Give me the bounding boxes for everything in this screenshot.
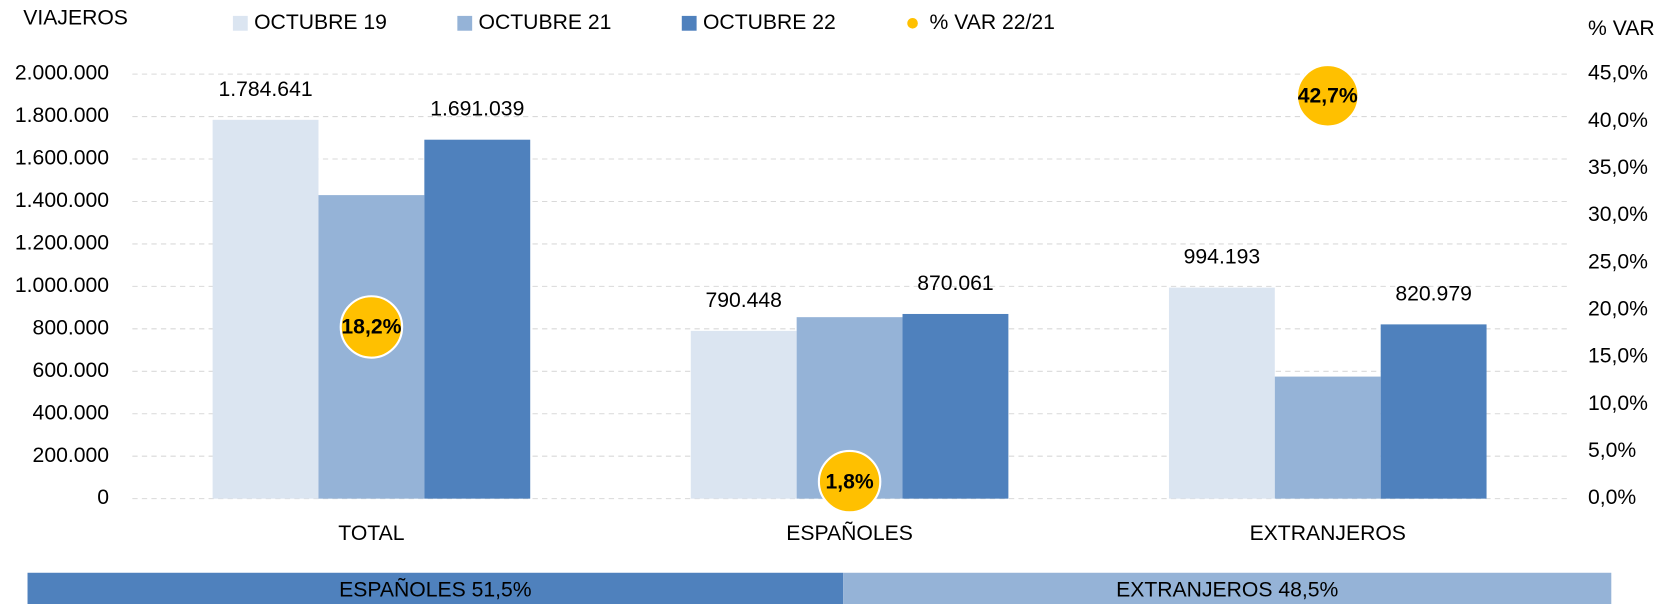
- share-label: EXTRANJEROS 48,5%: [1116, 578, 1338, 601]
- data-label: 1.691.039: [430, 98, 524, 121]
- var-label: 1,8%: [825, 470, 873, 493]
- x-tick-label: TOTAL: [338, 522, 404, 545]
- y-tick-label: 1.800.000: [15, 104, 109, 127]
- legend-marker: [232, 15, 248, 31]
- y-tick-label: 2.000.000: [15, 62, 109, 85]
- y-tick-label: 1.400.000: [15, 189, 109, 212]
- legend-label: OCTUBRE 19: [254, 11, 387, 34]
- data-label: 790.448: [705, 289, 781, 312]
- y-tick-label: 200.000: [33, 444, 109, 467]
- legend-label: OCTUBRE 21: [479, 11, 612, 34]
- var-bubble: [339, 295, 404, 359]
- y2-tick-label: 20,0%: [1588, 298, 1648, 321]
- share-segment: [27, 572, 844, 604]
- var-bubble: [817, 449, 882, 514]
- y2-tick-label: 25,0%: [1588, 250, 1648, 273]
- legend-marker: [907, 18, 918, 29]
- y2-tick-label: 45,0%: [1588, 62, 1648, 85]
- bar: [1168, 287, 1275, 499]
- y2-tick-label: 40,0%: [1588, 109, 1648, 132]
- legend-marker: [457, 15, 473, 31]
- legend-label: OCTUBRE 22: [703, 11, 836, 34]
- share-label: ESPAÑOLES 51,5%: [339, 576, 532, 601]
- data-label: 870.061: [917, 272, 993, 295]
- y2-tick-label: 15,0%: [1588, 345, 1648, 368]
- y-tick-label: 1.200.000: [15, 232, 109, 255]
- bar: [212, 119, 319, 499]
- bar: [424, 139, 531, 499]
- y-tick-label: 0: [97, 486, 109, 509]
- y2-tick-label: 35,0%: [1588, 156, 1648, 179]
- legend-marker: [681, 15, 697, 31]
- y-tick-label: 1.000.000: [15, 274, 109, 297]
- legend-label: % VAR 22/21: [930, 11, 1055, 34]
- var-bubble: [1295, 64, 1360, 128]
- data-label: 820.979: [1395, 282, 1471, 305]
- bar: [690, 330, 797, 499]
- bar: [1380, 324, 1487, 499]
- var-label: 42,7%: [1298, 84, 1358, 107]
- x-tick-label: EXTRANJEROS: [1250, 522, 1406, 545]
- y-tick-label: 1.600.000: [15, 147, 109, 170]
- y2-axis-title: % VAR: [1588, 17, 1655, 40]
- y2-tick-label: 0,0%: [1588, 486, 1636, 509]
- y-tick-label: 400.000: [33, 401, 109, 424]
- y-axis-title: VIAJEROS: [23, 7, 128, 30]
- y2-tick-label: 10,0%: [1588, 392, 1648, 415]
- var-label: 18,2%: [341, 316, 401, 339]
- y-tick-label: 600.000: [33, 359, 109, 382]
- data-label: 1.784.641: [218, 78, 312, 101]
- bar: [902, 313, 1009, 499]
- bar: [1274, 376, 1381, 499]
- y2-tick-label: 30,0%: [1588, 203, 1648, 226]
- data-label: 994.193: [1184, 246, 1260, 269]
- x-tick-label: ESPAÑOLES: [786, 520, 913, 545]
- share-segment: [843, 572, 1612, 604]
- y-tick-label: 800.000: [33, 316, 109, 339]
- y2-tick-label: 5,0%: [1588, 439, 1636, 462]
